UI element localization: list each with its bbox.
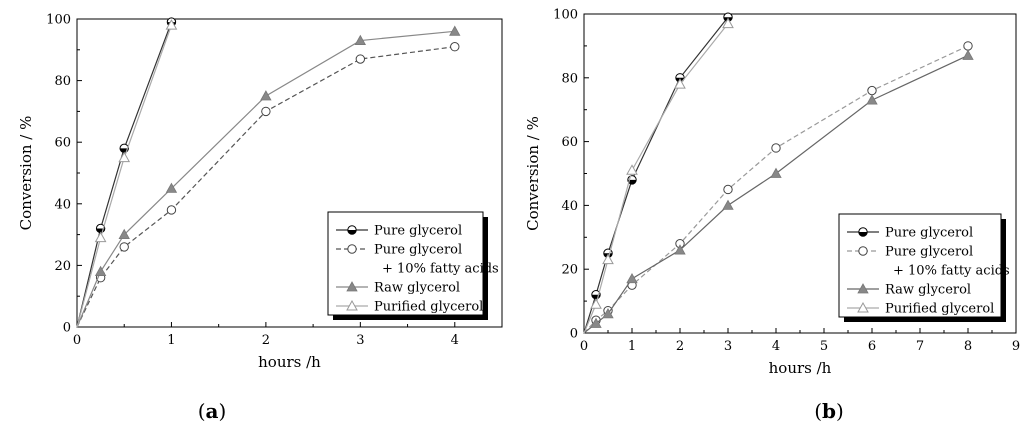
data-point-series-3	[118, 151, 131, 163]
legend-label: Purified glycerol	[885, 302, 994, 317]
data-point-series-2	[770, 167, 782, 178]
legend-label: Pure glycerol	[885, 226, 973, 241]
data-point-series-2	[94, 265, 107, 276]
series-line-3	[583, 23, 729, 334]
y-tick-label: 0	[63, 321, 71, 336]
data-point-series-2	[674, 244, 686, 255]
y-tick-label: 100	[46, 13, 71, 28]
y-tick-label: 60	[54, 136, 71, 151]
panel-label: (b)	[814, 399, 844, 423]
data-point-series-2	[866, 94, 878, 105]
legend-marker-0-fill	[858, 232, 868, 237]
y-axis-label: Conversion / %	[17, 116, 35, 231]
legend-label: Pure glycerol	[374, 224, 462, 239]
x-tick-label: 2	[262, 333, 270, 348]
y-tick-label: 80	[54, 74, 71, 89]
data-point-series-1	[450, 42, 460, 52]
data-point-series-3	[722, 17, 734, 29]
x-tick-label: 4	[772, 339, 780, 354]
legend-label: Raw glycerol	[885, 283, 971, 298]
data-point-series-0-shine	[677, 75, 680, 78]
legend-label: + 10% fatty acids	[382, 262, 499, 277]
x-tick-label: 5	[820, 339, 828, 354]
x-tick-label: 6	[868, 339, 876, 354]
x-tick-label: 1	[628, 339, 636, 354]
x-tick-label: 7	[916, 339, 924, 354]
y-tick-label: 100	[553, 8, 578, 23]
data-point-series-0-shine	[121, 145, 125, 149]
data-point-series-2	[602, 308, 614, 319]
data-point-series-3	[602, 253, 614, 265]
legend-marker-0-fill	[347, 230, 357, 235]
panel-b-chart: 0 1 2 3 4 5 6 7 8 9 0 20 40 60 80 100 hours /h Conversion…	[524, 8, 1020, 424]
data-point-series-2	[590, 317, 602, 328]
data-point-series-3	[94, 231, 107, 243]
x-tick-label: 0	[580, 339, 588, 354]
data-point-series-2	[722, 199, 734, 210]
data-point-series-2	[260, 90, 272, 101]
data-point-series-0-shine	[605, 250, 608, 253]
legend-marker-2	[346, 281, 358, 292]
y-tick-label: 0	[570, 327, 578, 342]
x-tick-label: 4	[451, 333, 459, 348]
legend-marker-3	[346, 299, 358, 311]
y-tick-label: 40	[54, 197, 71, 212]
data-point-series-1	[261, 106, 271, 117]
y-tick-label: 80	[561, 71, 578, 86]
data-point-series-1	[723, 184, 733, 195]
legend-label: Pure glycerol	[374, 243, 462, 258]
legend-marker-3	[857, 301, 869, 313]
y-tick-label: 20	[54, 259, 71, 274]
series-line-3	[76, 24, 173, 328]
data-point-series-3	[590, 298, 602, 309]
data-point-series-1	[867, 85, 877, 96]
legend-label: Pure glycerol	[885, 245, 973, 260]
data-point-series-2	[165, 182, 178, 193]
data-point-series-2	[962, 49, 974, 60]
x-tick-label: 3	[724, 339, 732, 354]
x-tick-label: 3	[356, 333, 364, 348]
data-point-series-3	[674, 78, 686, 89]
legend-marker-0-shine	[860, 229, 863, 232]
x-axis-label: hours /h	[258, 353, 321, 371]
data-point-series-0-fill	[627, 179, 637, 185]
legend-label: Raw glycerol	[374, 281, 460, 296]
x-axis-label: hours /h	[769, 359, 832, 377]
legend-marker-1	[858, 246, 868, 256]
y-tick-label: 20	[561, 263, 578, 278]
x-tick-label: 9	[1012, 339, 1020, 354]
x-tick-label: 2	[676, 339, 684, 354]
x-tick-label: 8	[964, 339, 972, 354]
data-point-series-0-shine	[98, 225, 101, 229]
data-point-series-1	[963, 41, 973, 51]
data-point-series-1	[771, 143, 781, 153]
data-point-series-2	[118, 228, 130, 240]
data-point-series-0-shine	[593, 292, 596, 295]
data-point-series-0-shine	[725, 14, 728, 17]
data-point-series-2	[449, 25, 461, 36]
y-tick-label: 40	[561, 199, 578, 214]
x-tick-label: 0	[73, 333, 81, 348]
data-point-series-1	[119, 242, 129, 252]
legend-marker-1	[347, 244, 357, 254]
legend-marker-0-shine	[349, 227, 352, 230]
legend-label: + 10% fatty acids	[893, 264, 1010, 279]
data-point-series-3	[626, 164, 638, 175]
legend-marker-2	[857, 283, 869, 294]
series-line-0	[76, 21, 173, 328]
y-tick-label: 60	[561, 135, 578, 150]
data-point-series-1	[355, 54, 366, 64]
panel-label: (a)	[198, 399, 227, 423]
data-point-series-2	[354, 34, 367, 45]
y-axis-label: Conversion / %	[524, 116, 542, 231]
legend-label: Purified glycerol	[374, 300, 483, 315]
data-point-series-1	[166, 205, 177, 215]
data-point-series-3	[165, 19, 178, 30]
x-tick-label: 1	[167, 333, 175, 348]
data-point-series-2	[626, 272, 638, 284]
